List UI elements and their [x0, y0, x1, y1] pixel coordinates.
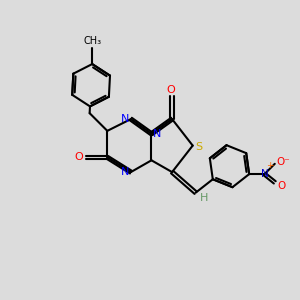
- Text: CH₃: CH₃: [83, 36, 101, 46]
- Text: N: N: [153, 129, 161, 139]
- Text: O: O: [74, 152, 83, 162]
- Text: N: N: [122, 114, 130, 124]
- Text: O⁻: O⁻: [276, 157, 290, 167]
- Text: O: O: [277, 181, 285, 191]
- Text: N: N: [122, 167, 130, 177]
- Text: O: O: [166, 85, 175, 95]
- Text: N: N: [261, 169, 268, 179]
- Text: S: S: [196, 142, 203, 152]
- Text: +: +: [266, 161, 274, 170]
- Text: H: H: [200, 193, 208, 203]
